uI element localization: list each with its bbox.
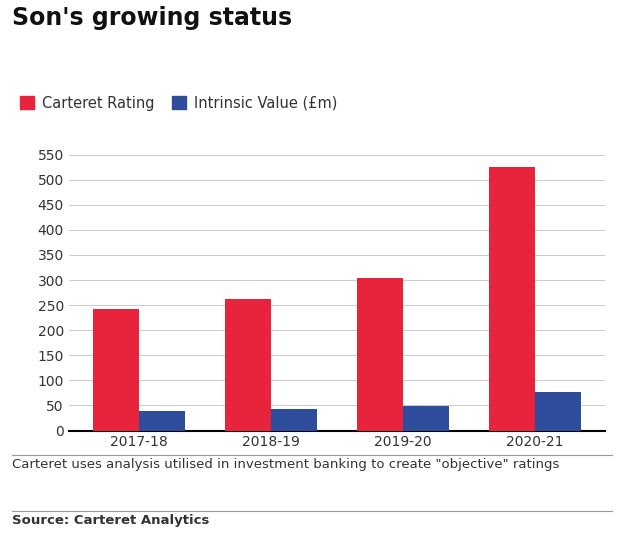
Bar <box>403 406 449 431</box>
Bar <box>271 409 317 431</box>
Bar <box>139 411 185 431</box>
Text: Son's growing status: Son's growing status <box>12 6 293 29</box>
Text: Source: Carteret Analytics: Source: Carteret Analytics <box>12 514 210 528</box>
Bar <box>489 167 535 431</box>
Bar <box>535 392 581 431</box>
Text: BBC: BBC <box>565 525 595 538</box>
Legend: Carteret Rating, Intrinsic Value (£m): Carteret Rating, Intrinsic Value (£m) <box>20 95 337 110</box>
Bar <box>93 309 139 431</box>
Text: Carteret uses analysis utilised in investment banking to create "objective" rati: Carteret uses analysis utilised in inves… <box>12 458 560 471</box>
Bar <box>225 299 271 431</box>
Bar <box>357 278 403 431</box>
